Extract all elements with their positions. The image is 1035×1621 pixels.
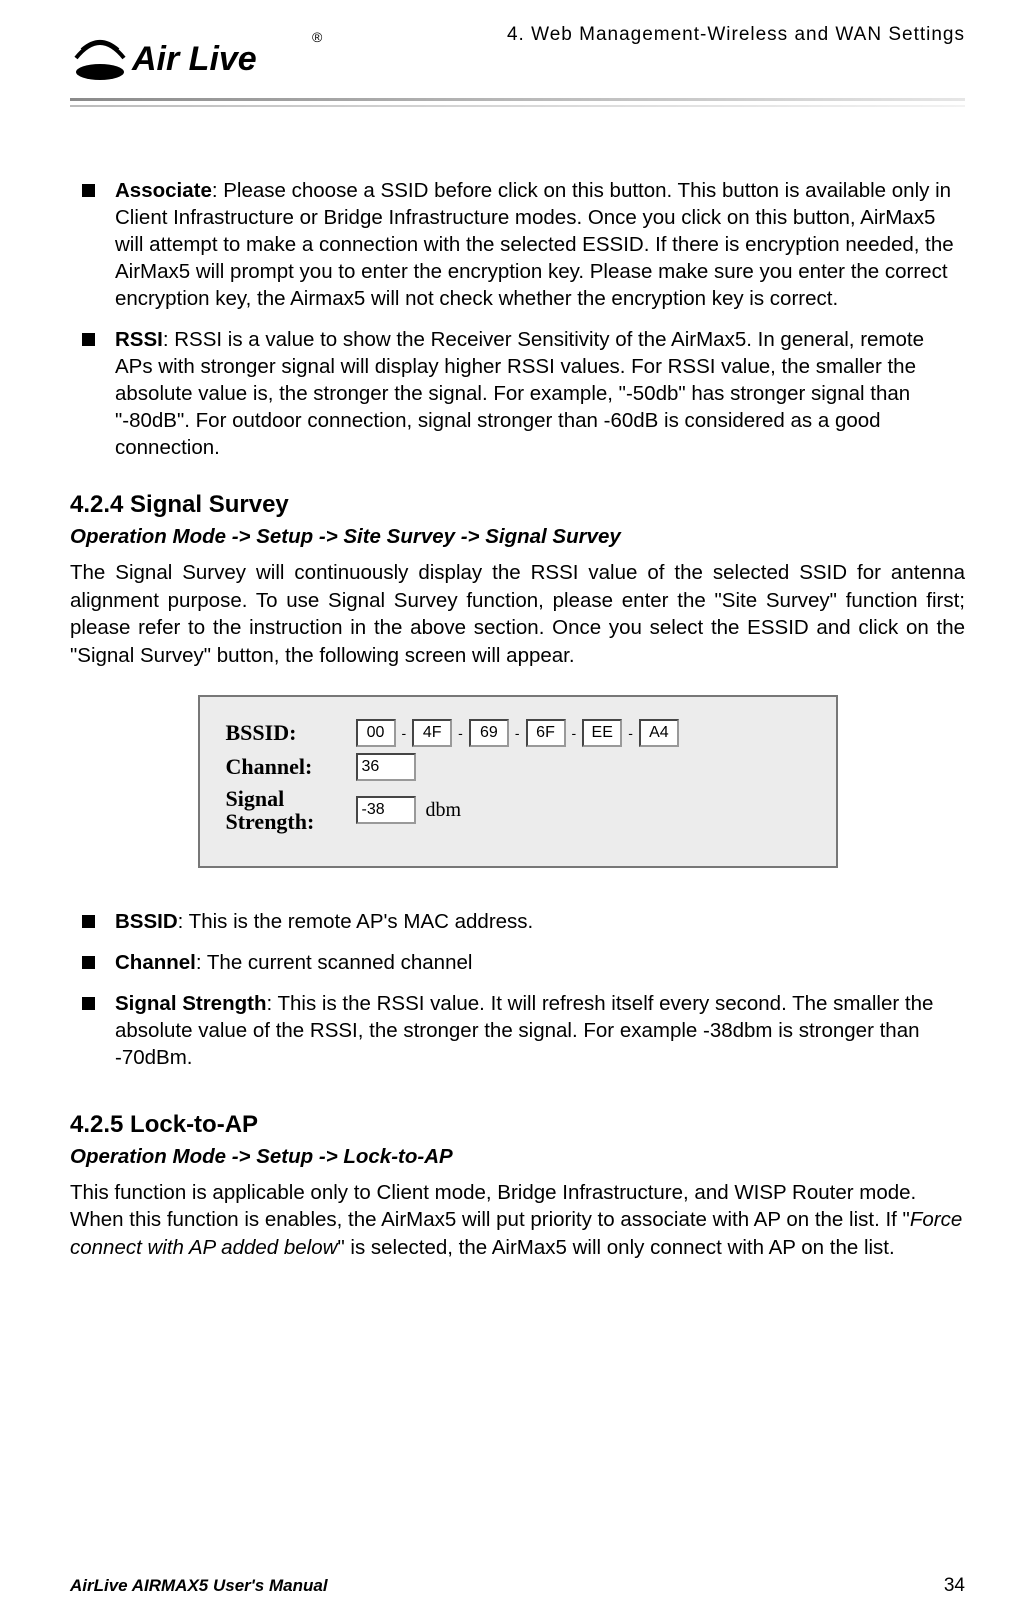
channel-input[interactable]: 36 xyxy=(356,753,416,781)
term-associate: Associate xyxy=(115,179,212,202)
unit-dbm: dbm xyxy=(426,799,462,822)
list-item: BSSID: This is the remote AP's MAC addre… xyxy=(70,908,965,935)
signal-survey-screenshot: BSSID: 00 - 4F - 69 - 6F - EE - A4 Chann… xyxy=(70,695,965,867)
paragraph-425: This function is applicable only to Clie… xyxy=(70,1179,965,1261)
page-footer: AirLive AIRMAX5 User's Manual 34 xyxy=(70,1575,965,1597)
row-bssid: BSSID: 00 - 4F - 69 - 6F - EE - A4 xyxy=(226,719,810,747)
text: : This is the remote AP's MAC address. xyxy=(178,910,534,933)
paragraph-424: The Signal Survey will continuously disp… xyxy=(70,559,965,669)
footer-page-number: 34 xyxy=(944,1575,965,1597)
text: : The current scanned channel xyxy=(196,951,473,974)
row-channel: Channel: 36 xyxy=(226,753,810,781)
text: : Please choose a SSID before click on t… xyxy=(115,179,954,310)
label-signal-strength: Signal Strength: xyxy=(226,787,356,833)
mac-sep: - xyxy=(570,725,579,741)
chapter-title: 4. Web Management-Wireless and WAN Setti… xyxy=(507,20,965,46)
para-post: " is selected, the AirMax5 will only con… xyxy=(337,1236,894,1259)
mac-octet-input[interactable]: 69 xyxy=(469,719,509,747)
rssi-input[interactable]: -38 xyxy=(356,796,416,824)
header-divider xyxy=(70,98,965,107)
text: : RSSI is a value to show the Receiver S… xyxy=(115,328,924,459)
term-bssid: BSSID xyxy=(115,910,178,933)
mac-sep: - xyxy=(626,725,635,741)
term-signal-strength: Signal Strength xyxy=(115,992,266,1015)
airlive-logo-icon: Air Live ® xyxy=(70,20,330,90)
label-channel: Channel: xyxy=(226,754,356,780)
mac-sep: - xyxy=(513,725,522,741)
bullet-list-top: Associate: Please choose a SSID before c… xyxy=(70,177,965,461)
breadcrumb-path-424: Operation Mode -> Setup -> Site Survey -… xyxy=(70,525,965,549)
page-container: Air Live ® 4. Web Management-Wireless an… xyxy=(0,0,1035,1621)
mac-octet-input[interactable]: EE xyxy=(582,719,622,747)
list-item: Channel: The current scanned channel xyxy=(70,949,965,976)
section-heading-425: 4.2.5 Lock-to-AP xyxy=(70,1111,965,1139)
label-line: Strength: xyxy=(226,809,315,834)
para-pre: This function is applicable only to Clie… xyxy=(70,1181,916,1231)
list-item: RSSI: RSSI is a value to show the Receiv… xyxy=(70,326,965,461)
bullet-list-mid: BSSID: This is the remote AP's MAC addre… xyxy=(70,908,965,1071)
list-item: Associate: Please choose a SSID before c… xyxy=(70,177,965,312)
row-signal-strength: Signal Strength: -38 dbm xyxy=(226,787,810,833)
page-header: Air Live ® 4. Web Management-Wireless an… xyxy=(70,20,965,90)
term-rssi: RSSI xyxy=(115,328,163,351)
term-channel: Channel xyxy=(115,951,196,974)
signal-survey-panel: BSSID: 00 - 4F - 69 - 6F - EE - A4 Chann… xyxy=(198,695,838,867)
section-heading-424: 4.2.4 Signal Survey xyxy=(70,491,965,519)
mac-octet-input[interactable]: 00 xyxy=(356,719,396,747)
footer-manual-title: AirLive AIRMAX5 User's Manual xyxy=(70,1576,328,1596)
mac-sep: - xyxy=(456,725,465,741)
svg-text:Air Live: Air Live xyxy=(131,40,257,78)
label-bssid: BSSID: xyxy=(226,720,356,746)
mac-sep: - xyxy=(400,725,409,741)
mac-octet-input[interactable]: A4 xyxy=(639,719,679,747)
bssid-inputs: 00 - 4F - 69 - 6F - EE - A4 xyxy=(356,719,679,747)
svg-text:®: ® xyxy=(312,29,323,45)
mac-octet-input[interactable]: 4F xyxy=(412,719,452,747)
brand-logo: Air Live ® xyxy=(70,20,330,90)
mac-octet-input[interactable]: 6F xyxy=(526,719,566,747)
breadcrumb-path-425: Operation Mode -> Setup -> Lock-to-AP xyxy=(70,1145,965,1169)
list-item: Signal Strength: This is the RSSI value.… xyxy=(70,990,965,1071)
label-line: Signal xyxy=(226,786,285,811)
